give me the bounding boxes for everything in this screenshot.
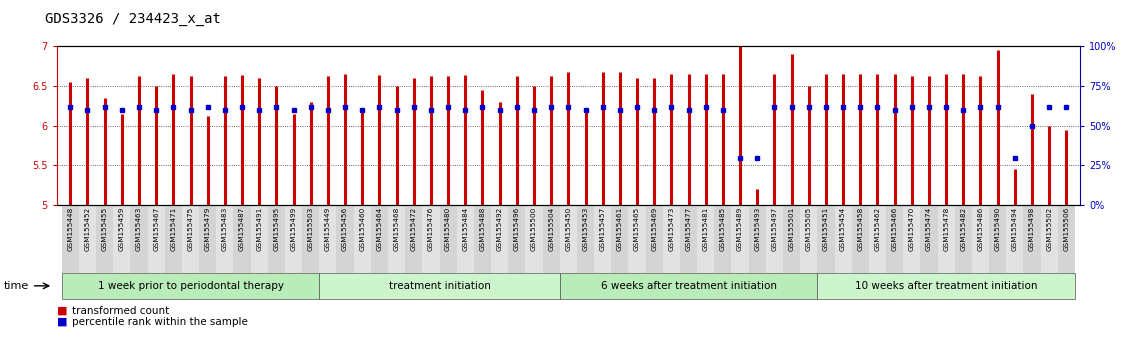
Text: transformed count: transformed count — [72, 306, 170, 316]
Text: GDS3326 / 234423_x_at: GDS3326 / 234423_x_at — [45, 12, 222, 27]
Text: ■: ■ — [57, 306, 67, 316]
Text: treatment initiation: treatment initiation — [389, 281, 491, 291]
Text: 1 week prior to periodontal therapy: 1 week prior to periodontal therapy — [97, 281, 284, 291]
Text: 10 weeks after treatment initiation: 10 weeks after treatment initiation — [855, 281, 1037, 291]
Text: ■: ■ — [57, 317, 67, 327]
Text: 6 weeks after treatment initiation: 6 weeks after treatment initiation — [601, 281, 777, 291]
Text: percentile rank within the sample: percentile rank within the sample — [72, 317, 249, 327]
Text: time: time — [3, 281, 28, 291]
